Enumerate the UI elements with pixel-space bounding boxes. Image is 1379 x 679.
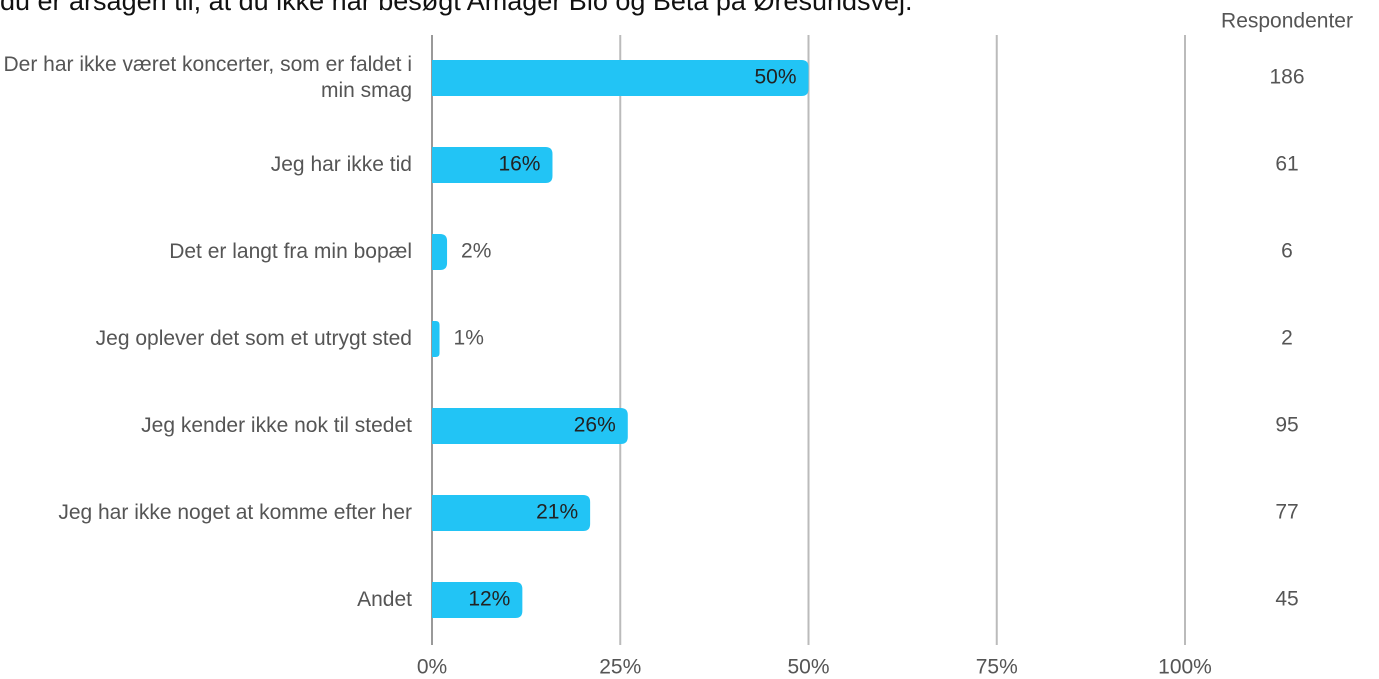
bar — [432, 60, 809, 96]
category-label: Jeg har ikke tid — [270, 153, 412, 176]
data-label: 21% — [536, 501, 578, 524]
data-label: 16% — [498, 153, 540, 176]
bar — [432, 582, 523, 618]
category-label: Jeg oplever det som et utrygt sted — [95, 327, 412, 350]
respondent-count: 95 — [1275, 414, 1298, 437]
data-label: 1% — [454, 327, 484, 350]
x-tick-label: 50% — [787, 656, 829, 679]
data-label: 50% — [754, 66, 796, 89]
category-label: Det er langt fra min bopæl — [169, 240, 412, 263]
category-label: Andet — [357, 588, 412, 611]
data-label: 12% — [468, 588, 510, 611]
respondent-count: 6 — [1281, 240, 1293, 263]
bar — [432, 147, 553, 183]
bar — [432, 321, 440, 357]
data-label: 26% — [574, 414, 616, 437]
x-tick-label: 0% — [417, 656, 447, 679]
x-tick-label: 25% — [599, 656, 641, 679]
respondent-count: 186 — [1269, 66, 1304, 89]
respondent-count: 61 — [1275, 153, 1298, 176]
respondent-count: 77 — [1275, 501, 1298, 524]
bar — [432, 408, 628, 444]
chart-title: du er årsagen til, at du ikke har besøgt… — [0, 0, 913, 16]
category-label: Jeg har ikke noget at komme efter her — [58, 501, 412, 524]
x-tick-label: 100% — [1158, 656, 1212, 679]
category-label: Der har ikke været koncerter, som er fal… — [3, 53, 413, 102]
bar — [432, 234, 448, 270]
x-tick-label: 75% — [976, 656, 1018, 679]
respondent-count: 2 — [1281, 327, 1293, 350]
respondent-count: 45 — [1275, 588, 1298, 611]
data-label: 2% — [461, 240, 491, 263]
bar — [432, 495, 591, 531]
category-label: Jeg kender ikke nok til stedet — [141, 414, 412, 437]
column-header: Respondenter — [1221, 10, 1353, 33]
